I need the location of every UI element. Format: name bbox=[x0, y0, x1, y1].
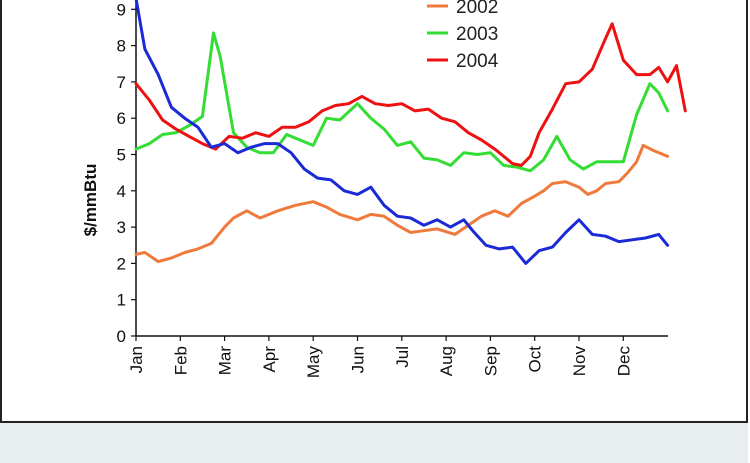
x-tick-label: Nov bbox=[570, 346, 589, 377]
x-tick-label: May bbox=[304, 346, 323, 379]
y-tick-label: 2 bbox=[117, 254, 126, 273]
y-tick-label: 0 bbox=[117, 327, 126, 346]
y-axis-title: $/mmBtu bbox=[81, 164, 100, 237]
series-line-2001 bbox=[134, 0, 670, 265]
x-tick-label: Apr bbox=[260, 346, 279, 373]
y-axis: 0 1 2 3 4 5 6 7 8 9 bbox=[117, 0, 137, 346]
y-tick-label: 7 bbox=[117, 73, 126, 92]
y-tick-label: 3 bbox=[117, 218, 126, 237]
legend: 2002 2003 2004 bbox=[427, 0, 499, 72]
legend-label: 2003 bbox=[456, 24, 498, 45]
y-ticks: 0 1 2 3 4 5 6 7 8 9 bbox=[117, 0, 136, 346]
x-tick-label: Aug bbox=[437, 346, 456, 376]
legend-label: 2002 bbox=[456, 0, 498, 18]
y-tick-label: 6 bbox=[117, 109, 126, 128]
chart-svg: 0 1 2 3 4 5 6 7 8 9 Jan Feb Mar Apr May Jun Jul Aug Sep Oc… bbox=[81, 0, 687, 378]
x-tick-label: Jul bbox=[393, 346, 412, 368]
x-tick-label: Mar bbox=[216, 346, 235, 376]
y-tick-label: 5 bbox=[117, 146, 126, 165]
x-tick-label: Jan bbox=[127, 346, 146, 373]
caption-panel bbox=[0, 421, 748, 463]
y-tick-label: 1 bbox=[117, 291, 126, 310]
x-ticks: Jan Feb Mar Apr May Jun Jul Aug Sep Oct Nov Dec bbox=[127, 336, 633, 378]
x-tick-label: Oct bbox=[526, 346, 545, 373]
series-line-2003 bbox=[134, 31, 670, 173]
y-tick-label: 9 bbox=[117, 0, 126, 19]
x-tick-label: Feb bbox=[171, 346, 190, 375]
x-axis: Jan Feb Mar Apr May Jun Jul Aug Sep Oct Nov Dec bbox=[127, 335, 668, 378]
y-tick-label: 8 bbox=[117, 37, 126, 56]
series-line-2004 bbox=[134, 22, 687, 167]
x-tick-label: Jun bbox=[349, 346, 368, 373]
series-line-2002 bbox=[134, 143, 670, 264]
x-tick-label: Dec bbox=[614, 346, 633, 377]
series-group bbox=[134, 0, 687, 265]
x-tick-label: Sep bbox=[481, 346, 500, 376]
y-tick-label: 4 bbox=[117, 182, 126, 201]
legend-label: 2004 bbox=[456, 51, 499, 72]
